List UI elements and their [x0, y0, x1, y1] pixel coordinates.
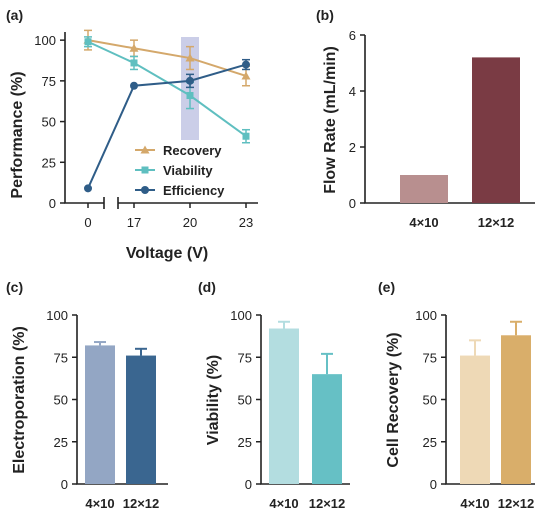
y-axis-label-d: Viability (%)	[205, 355, 222, 445]
y-tick-label: 100	[46, 308, 68, 323]
data-point	[130, 59, 138, 67]
legend-a: Recovery Viability Efficiency	[135, 143, 225, 198]
series-line	[87, 39, 247, 77]
legend-marker	[141, 186, 149, 194]
bar-2	[126, 355, 156, 484]
data-point	[84, 38, 92, 46]
series-line	[87, 40, 247, 138]
legend-marker	[141, 166, 149, 174]
bar-chart-viability: (d) 0 25 50 75 100 4×10 12×12 Viability (%)	[198, 279, 350, 511]
y-axis-label-a: Performance (%)	[9, 71, 26, 198]
y-tick-label: 25	[42, 155, 56, 170]
series-group-a	[83, 29, 251, 193]
y-tick-label: 4	[349, 84, 356, 99]
bar-1	[85, 345, 115, 484]
y-tick-label: 25	[54, 435, 68, 450]
bar-chart-electroporation: (c) 0 25 50 75 100 4×10 12×12 Electroporation …	[6, 279, 168, 511]
axis-break-marks	[103, 197, 119, 209]
data-point	[186, 92, 194, 100]
data-point	[242, 60, 250, 69]
x-tick-label: 12×12	[498, 496, 535, 511]
y-axis-label-c: Electroporation (%)	[11, 326, 28, 474]
y-tick-label: 0	[49, 196, 56, 211]
data-point	[130, 81, 138, 90]
data-point	[84, 184, 92, 193]
y-tick-label: 0	[430, 477, 437, 492]
bar-1	[460, 355, 490, 484]
x-tick-label: 4×10	[85, 496, 114, 511]
y-tick-label: 50	[423, 393, 437, 408]
x-tick-label: 12×12	[123, 496, 160, 511]
bar-chart-flow-rate: (b) 0 2 4 6 4×10 12×12 Flow Rate (mL/min)	[316, 7, 535, 230]
y-tick-label: 0	[245, 477, 252, 492]
bar-1	[400, 175, 448, 203]
data-point	[186, 76, 194, 85]
bar-chart-cell-recovery: (e) 0 25 50 75 100 4×10 12×12 Cell Recovery (%…	[378, 279, 535, 511]
panel-label-b: (b)	[316, 7, 334, 23]
x-tick-label: 12×12	[309, 496, 346, 511]
line-chart-performance: (a) 0 25 50 75 100 0 17 20 23 Performance (%) V…	[6, 7, 258, 262]
series-efficiency	[84, 58, 250, 193]
x-ticks-a: 0 17 20 23	[84, 203, 253, 230]
data-point	[185, 53, 195, 62]
x-tick-label: 12×12	[478, 215, 515, 230]
bar-2	[472, 57, 520, 204]
legend-label-recovery: Recovery	[163, 143, 222, 158]
data-point	[242, 132, 250, 140]
bar-2	[312, 374, 342, 484]
y-tick-label: 50	[54, 393, 68, 408]
legend-label-efficiency: Efficiency	[163, 183, 225, 198]
y-tick-label: 2	[349, 140, 356, 155]
x-tick-label: 4×10	[269, 496, 298, 511]
bars-d: 0 25 50 75 100 4×10 12×12	[230, 308, 350, 511]
y-tick-label: 100	[415, 308, 437, 323]
y-ticks-a: 0 25 50 75 100	[34, 33, 65, 211]
x-tick-label: 23	[239, 215, 253, 230]
data-point	[129, 43, 139, 52]
y-tick-label: 75	[238, 350, 252, 365]
x-tick-label: 0	[84, 215, 91, 230]
bars-c: 0 25 50 75 100 4×10 12×12	[46, 308, 168, 511]
panel-label-a: (a)	[6, 7, 23, 23]
y-axis-label-b: Flow Rate (mL/min)	[322, 46, 339, 194]
series-line	[87, 63, 247, 189]
x-axis-label-a: Voltage (V)	[126, 245, 208, 262]
data-point	[241, 71, 251, 80]
y-tick-label: 6	[349, 28, 356, 43]
bars-b: 0 2 4 6 4×10 12×12	[349, 28, 535, 230]
axes-a	[64, 32, 258, 204]
x-tick-label: 20	[183, 215, 197, 230]
y-tick-label: 25	[423, 435, 437, 450]
panel-label-c: (c)	[6, 279, 23, 295]
y-tick-label: 50	[42, 115, 56, 130]
y-tick-label: 75	[54, 350, 68, 365]
bar-2	[501, 335, 531, 484]
y-tick-label: 100	[230, 308, 252, 323]
x-tick-label: 4×10	[460, 496, 489, 511]
legend-label-viability: Viability	[163, 163, 213, 178]
y-tick-label: 0	[61, 477, 68, 492]
bar-1	[269, 328, 299, 484]
x-tick-label: 4×10	[409, 215, 438, 230]
bars-e: 0 25 50 75 100 4×10 12×12	[415, 308, 535, 511]
legend-marker	[140, 145, 150, 154]
series-viability	[84, 36, 250, 144]
x-tick-label: 17	[127, 215, 141, 230]
y-tick-label: 100	[34, 33, 56, 48]
y-tick-label: 75	[423, 350, 437, 365]
panel-label-e: (e)	[378, 279, 395, 295]
y-tick-label: 75	[42, 74, 56, 89]
panel-label-d: (d)	[198, 279, 216, 295]
y-tick-label: 50	[238, 393, 252, 408]
y-axis-label-e: Cell Recovery (%)	[385, 332, 402, 467]
y-tick-label: 25	[238, 435, 252, 450]
y-tick-label: 0	[349, 196, 356, 211]
